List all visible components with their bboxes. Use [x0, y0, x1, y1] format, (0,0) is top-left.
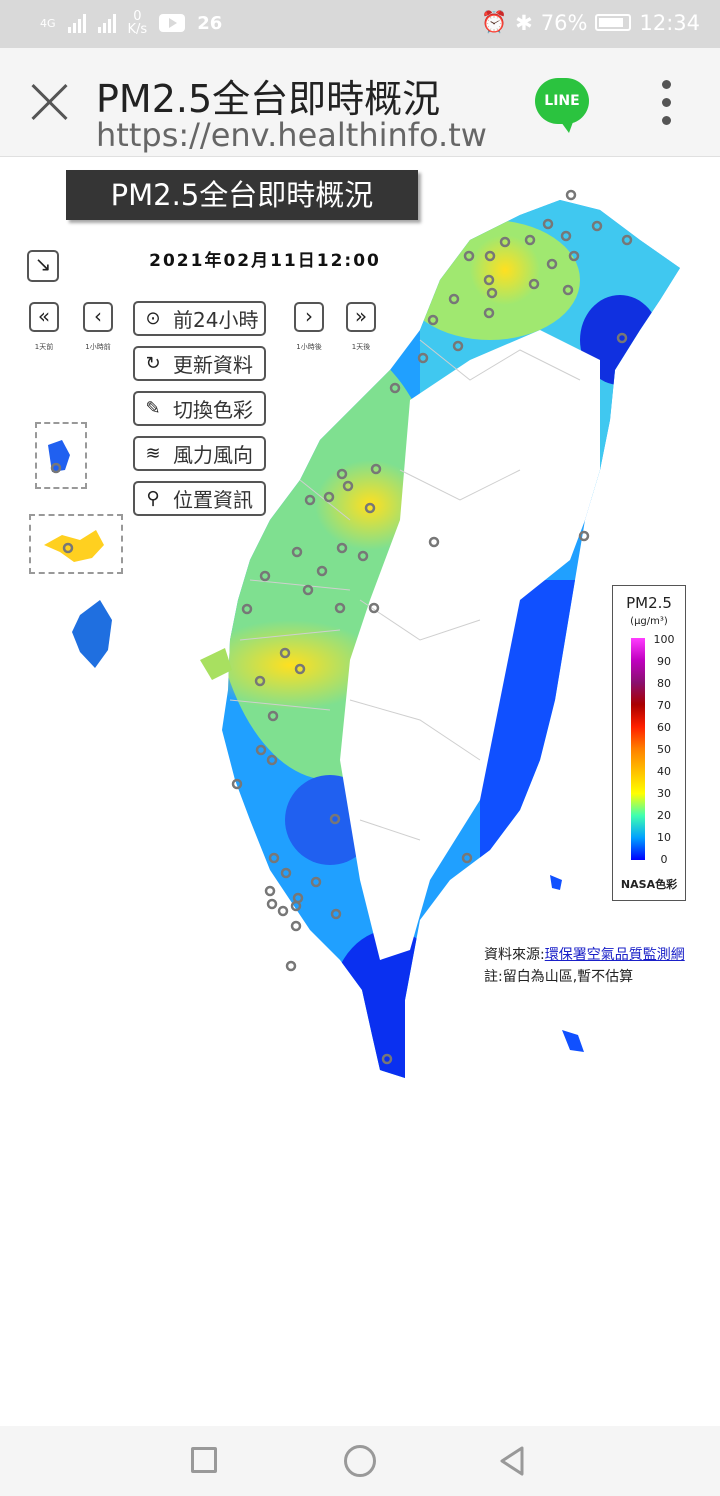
page-title: PM2.5全台即時概況 — [66, 170, 418, 220]
clock: 12:34 — [639, 10, 700, 35]
kinmen-island — [44, 530, 104, 562]
source-prefix: 資料來源: — [484, 947, 545, 963]
legend-tick: 50 — [657, 743, 671, 756]
legend-tick: 10 — [657, 831, 671, 844]
youtube-icon — [159, 14, 186, 32]
wind-icon: ≋ — [145, 443, 161, 464]
next-day-button[interactable]: » — [346, 302, 376, 332]
status-bar: 4G 0 K/s 26 ⏰ ✱ 76% 12:34 — [0, 0, 720, 48]
legend-tick: 0 — [660, 853, 668, 866]
more-menu-icon[interactable] — [658, 80, 674, 130]
location-button[interactable]: ⚲ 位置資訊 — [133, 481, 266, 516]
wind-button[interactable]: ≋ 風力風向 — [133, 436, 266, 471]
line-label: LINE — [544, 93, 580, 109]
switch-color-button[interactable]: ✎ 切換色彩 — [133, 391, 266, 426]
refresh-button[interactable]: ↻ 更新資料 — [133, 346, 266, 381]
refresh-label: 更新資料 — [173, 353, 253, 377]
switch-color-label: 切換色彩 — [173, 398, 253, 422]
chevron-right-icon: › — [305, 304, 313, 328]
next-day-label: 1天後 — [351, 343, 371, 351]
source-link[interactable]: 環保署空氣品質監測網 — [544, 947, 685, 963]
recents-icon[interactable] — [191, 1447, 217, 1473]
next-hour-label: 1小時後 — [296, 343, 322, 351]
location-label: 位置資訊 — [173, 488, 253, 512]
prev-hour-button[interactable]: ‹ — [83, 302, 113, 332]
close-icon[interactable] — [30, 82, 70, 122]
monitoring-stations[interactable] — [50, 189, 633, 1065]
refresh-icon: ↻ — [145, 353, 161, 374]
prev-day-button[interactable]: « — [29, 302, 59, 332]
battery-percent: 76% — [540, 10, 588, 35]
play-24h-button[interactable]: ⊙ 前24小時 — [133, 301, 266, 336]
legend-tick: 20 — [657, 809, 671, 822]
green-island — [550, 875, 562, 890]
legend-title: PM2.5 — [626, 594, 672, 612]
collapse-button[interactable]: ↘ — [27, 250, 59, 282]
coast-island — [200, 648, 232, 680]
browser-url[interactable]: https://env.healthinfo.tw — [96, 116, 487, 154]
pm25-legend: PM2.5 (μg/m³) 100 90 80 70 60 50 40 30 2… — [612, 585, 686, 901]
notification-count: 26 — [197, 12, 223, 34]
legend-tick: 60 — [657, 721, 671, 734]
matsu-inset[interactable] — [35, 422, 87, 489]
double-chevron-right-icon: » — [354, 304, 368, 328]
location-pin-icon: ⚲ — [146, 488, 160, 509]
source-note: 註:留白為山區,暫不估算 — [484, 969, 634, 985]
legend-tick: 30 — [657, 787, 671, 800]
back-icon[interactable] — [496, 1445, 528, 1477]
next-hour-button[interactable]: › — [294, 302, 324, 332]
legend-tick: 80 — [657, 677, 671, 690]
legend-tick: 90 — [657, 655, 671, 668]
legend-tick: 100 — [653, 633, 675, 646]
net-speed: 0 K/s — [127, 9, 148, 37]
prev-hour-label: 1小時前 — [85, 343, 111, 351]
arrow-down-right-icon: ↘ — [34, 252, 52, 276]
legend-tick: 70 — [657, 699, 671, 712]
legend-color-bar — [631, 638, 645, 860]
prev-day-label: 1天前 — [34, 343, 54, 351]
wind-label: 風力風向 — [173, 443, 253, 467]
battery-icon — [595, 14, 632, 31]
penghu-island — [72, 600, 112, 668]
bluetooth-icon: ✱ — [515, 10, 533, 35]
orchid-island — [562, 1030, 584, 1052]
browser-title: PM2.5全台即時概況 — [96, 77, 441, 121]
legend-unit: (μg/m³) — [630, 616, 668, 627]
chevron-left-icon: ‹ — [94, 304, 102, 328]
double-chevron-left-icon: « — [37, 304, 51, 328]
play-circle-icon: ⊙ — [145, 308, 161, 329]
network-type: 4G — [40, 16, 56, 30]
data-source: 資料來源:環保署空氣品質監測網 註:留白為山區,暫不估算 — [484, 944, 685, 988]
play-24h-label: 前24小時 — [173, 308, 259, 332]
datetime-label: 2021年02月11日12:00 — [149, 251, 381, 271]
kinmen-inset[interactable] — [29, 514, 123, 574]
line-share-icon[interactable]: LINE — [535, 78, 589, 133]
signal-2-icon — [97, 13, 116, 33]
home-icon[interactable] — [344, 1445, 376, 1477]
eyedropper-icon: ✎ — [145, 398, 161, 419]
legend-footer: NASA色彩 — [620, 878, 678, 891]
legend-tick: 40 — [657, 765, 671, 778]
signal-icon — [67, 13, 86, 33]
alarm-icon: ⏰ — [481, 10, 508, 34]
browser-header: PM2.5全台即時概況 https://env.healthinfo.tw LI… — [0, 48, 720, 157]
system-nav-bar — [0, 1426, 720, 1496]
